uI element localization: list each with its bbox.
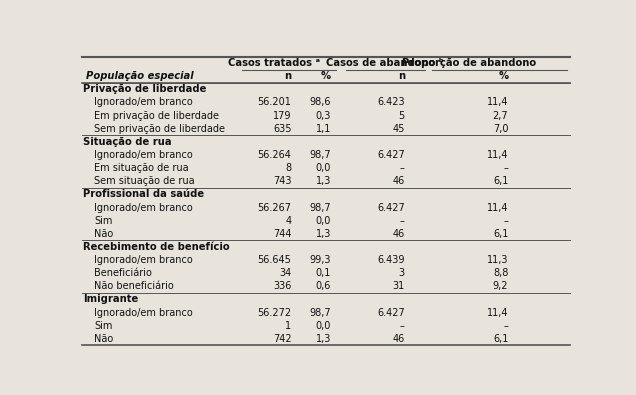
Text: n: n [284,71,291,81]
Text: 9,2: 9,2 [493,281,508,292]
Text: 6.423: 6.423 [377,98,405,107]
Text: Em privação de liberdade: Em privação de liberdade [94,111,219,120]
Text: 743: 743 [273,176,291,186]
Text: 4: 4 [286,216,291,226]
Text: 0,6: 0,6 [315,281,331,292]
Text: 0,0: 0,0 [315,321,331,331]
Text: –: – [504,163,508,173]
Text: 2,7: 2,7 [493,111,508,120]
Text: %: % [498,71,508,81]
Text: 6.427: 6.427 [377,150,405,160]
Text: 56.272: 56.272 [258,308,291,318]
Text: 6,1: 6,1 [493,176,508,186]
Text: –: – [400,163,405,173]
Text: Casos tratados ᵃ: Casos tratados ᵃ [228,58,320,68]
Text: 56.645: 56.645 [258,255,291,265]
Text: 56.201: 56.201 [258,98,291,107]
Text: 11,4: 11,4 [487,150,508,160]
Text: 11,4: 11,4 [487,98,508,107]
Text: –: – [504,216,508,226]
Text: 1,3: 1,3 [315,229,331,239]
Text: 1,1: 1,1 [315,124,331,134]
Text: Ignorado/em branco: Ignorado/em branco [94,308,193,318]
Text: 8: 8 [286,163,291,173]
Text: 1,3: 1,3 [315,176,331,186]
Text: 8,8: 8,8 [493,268,508,278]
Text: –: – [400,216,405,226]
Text: 11,4: 11,4 [487,308,508,318]
Text: 1: 1 [286,321,291,331]
Text: Não beneficiário: Não beneficiário [94,281,174,292]
Text: 45: 45 [392,124,405,134]
Text: 742: 742 [273,334,291,344]
Text: 56.267: 56.267 [258,203,291,213]
Text: –: – [400,321,405,331]
Text: 0,1: 0,1 [315,268,331,278]
Text: 635: 635 [273,124,291,134]
Text: 99,3: 99,3 [309,255,331,265]
Text: 7,0: 7,0 [493,124,508,134]
Text: 98,7: 98,7 [309,203,331,213]
Text: 6,1: 6,1 [493,229,508,239]
Text: 6.427: 6.427 [377,203,405,213]
Text: Profissional da saúde: Profissional da saúde [83,190,205,199]
Text: 6.427: 6.427 [377,308,405,318]
Text: Proporção de abandono: Proporção de abandono [402,58,536,68]
Text: 11,3: 11,3 [487,255,508,265]
Text: –: – [504,321,508,331]
Text: Beneficiário: Beneficiário [94,268,152,278]
Text: Não: Não [94,334,114,344]
Text: 1,3: 1,3 [315,334,331,344]
Text: 98,7: 98,7 [309,308,331,318]
Text: 0,0: 0,0 [315,163,331,173]
Text: 46: 46 [392,229,405,239]
Text: Casos de abandono ᵇ: Casos de abandono ᵇ [326,58,444,68]
Text: Não: Não [94,229,114,239]
Text: 34: 34 [279,268,291,278]
Text: 11,4: 11,4 [487,203,508,213]
Text: 744: 744 [273,229,291,239]
Text: 98,7: 98,7 [309,150,331,160]
Text: População especial: População especial [86,71,193,81]
Text: 6.439: 6.439 [377,255,405,265]
Text: Privação de liberdade: Privação de liberdade [83,85,207,94]
Text: 0,0: 0,0 [315,216,331,226]
Text: 0,3: 0,3 [315,111,331,120]
Text: Recebimento de benefício: Recebimento de benefício [83,242,230,252]
Text: 46: 46 [392,176,405,186]
Text: 6,1: 6,1 [493,334,508,344]
Text: Em situação de rua: Em situação de rua [94,163,189,173]
Text: Ignorado/em branco: Ignorado/em branco [94,203,193,213]
Text: Ignorado/em branco: Ignorado/em branco [94,150,193,160]
Text: 336: 336 [273,281,291,292]
Text: Sem situação de rua: Sem situação de rua [94,176,195,186]
Text: 5: 5 [399,111,405,120]
Text: 3: 3 [399,268,405,278]
Text: Situação de rua: Situação de rua [83,137,172,147]
Text: 179: 179 [273,111,291,120]
Text: 98,6: 98,6 [309,98,331,107]
Text: 31: 31 [392,281,405,292]
Text: Sim: Sim [94,321,113,331]
Text: Sim: Sim [94,216,113,226]
Text: Imigrante: Imigrante [83,295,139,305]
Text: n: n [398,71,405,81]
Text: Ignorado/em branco: Ignorado/em branco [94,255,193,265]
Text: 46: 46 [392,334,405,344]
Text: 56.264: 56.264 [258,150,291,160]
Text: Ignorado/em branco: Ignorado/em branco [94,98,193,107]
Text: %: % [321,71,331,81]
Text: Sem privação de liberdade: Sem privação de liberdade [94,124,225,134]
